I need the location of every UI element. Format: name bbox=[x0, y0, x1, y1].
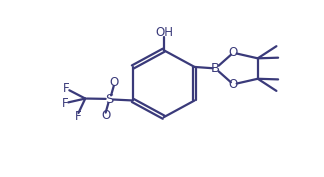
Text: O: O bbox=[229, 46, 238, 59]
Text: O: O bbox=[109, 76, 119, 89]
Text: S: S bbox=[106, 93, 114, 106]
Text: F: F bbox=[75, 110, 81, 123]
Text: O: O bbox=[101, 109, 110, 122]
Text: B: B bbox=[211, 62, 220, 75]
Text: F: F bbox=[63, 82, 70, 95]
Text: O: O bbox=[229, 78, 238, 91]
Text: OH: OH bbox=[156, 26, 173, 39]
Text: F: F bbox=[62, 97, 68, 110]
